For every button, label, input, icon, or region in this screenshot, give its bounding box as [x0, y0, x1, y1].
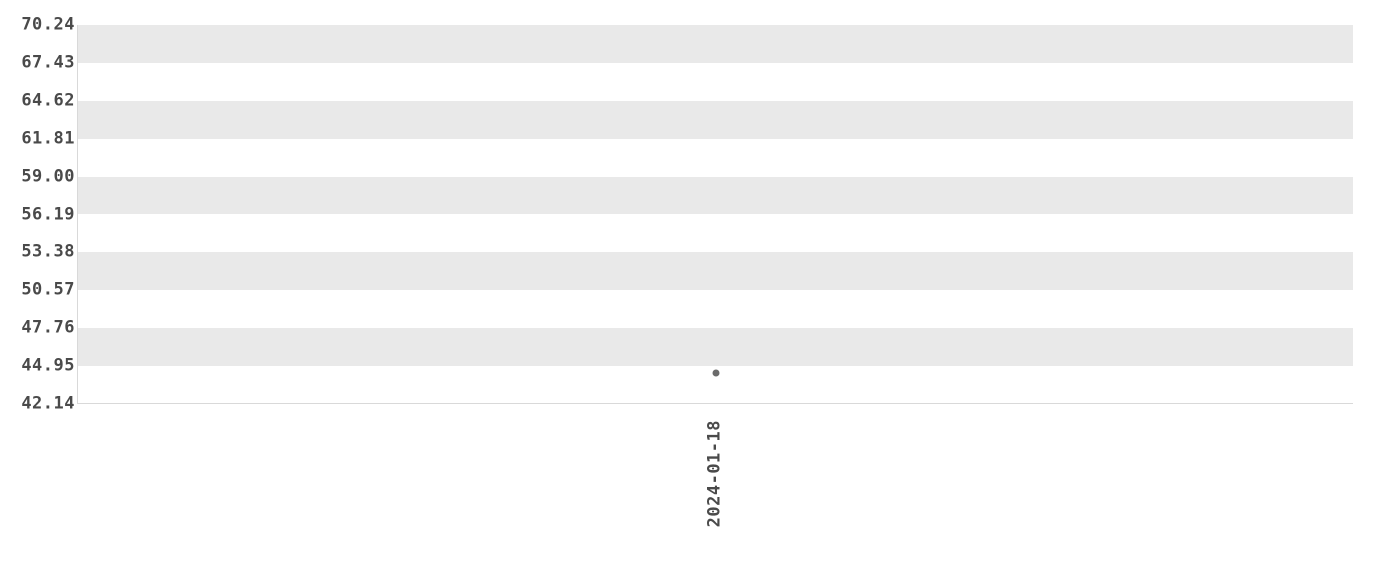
y-axis-tick-label: 44.95 — [21, 355, 75, 376]
grid-band — [78, 252, 1353, 291]
y-axis-tick-label: 56.19 — [21, 204, 75, 224]
grid-band — [78, 176, 1353, 215]
plot-area — [77, 25, 1353, 404]
grid-band — [78, 100, 1353, 139]
data-point[interactable] — [712, 369, 720, 377]
y-axis-tick-label: 59.00 — [21, 166, 75, 187]
y-axis-tick-label: 47.76 — [21, 317, 75, 338]
y-axis-tick-label: 70.24 — [21, 14, 75, 35]
y-axis-tick-label: 53.38 — [21, 241, 75, 262]
grid-band — [78, 25, 1353, 63]
grid-band — [78, 328, 1353, 367]
y-axis-tick-label: 42.14 — [21, 393, 75, 414]
y-axis-tick-label: 67.43 — [21, 52, 75, 73]
y-axis-tick-label: 61.81 — [21, 128, 75, 149]
x-axis-tick-label: 2024-01-18 — [704, 420, 725, 528]
y-axis-tick-label: 50.57 — [21, 279, 75, 300]
y-axis-tick-label: 64.62 — [21, 90, 75, 111]
